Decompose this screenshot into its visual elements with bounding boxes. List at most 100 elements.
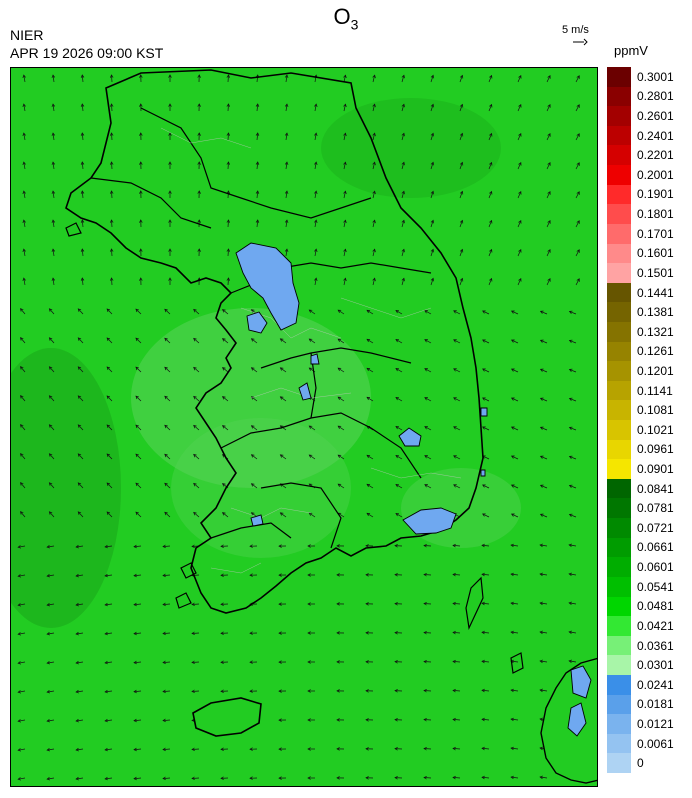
wind-vector-arrowhead xyxy=(518,103,522,108)
wind-vector-arrowhead xyxy=(22,248,26,253)
wind-vector-arrowhead xyxy=(133,776,137,781)
wind-vector-arrowhead xyxy=(307,747,311,751)
wind-vector-arrowhead xyxy=(133,747,137,752)
wind-vector-arrowhead xyxy=(372,248,376,253)
legend-tick-label: 0.2801 xyxy=(637,89,674,104)
wind-vector-arrowhead xyxy=(278,602,282,606)
wind-vector-arrowhead xyxy=(372,219,376,224)
wind-vector-arrowhead xyxy=(168,248,172,252)
wind-vector-arrow xyxy=(162,661,171,663)
wind-vector-arrow xyxy=(309,425,316,431)
legend-color-swatch xyxy=(607,243,631,264)
wind-vector-arrow xyxy=(430,104,434,112)
wind-vector-arrowhead xyxy=(307,660,311,664)
map-title: O3 xyxy=(333,4,359,33)
wind-vector-arrow xyxy=(314,75,317,83)
wind-vector-arrowhead xyxy=(453,339,457,343)
wind-vector-arrowhead xyxy=(197,103,201,107)
wind-vector-arrow xyxy=(135,453,142,460)
wind-vector-arrowhead xyxy=(489,103,493,108)
wind-vector-arrowhead xyxy=(518,190,522,195)
wind-vector-arrow xyxy=(280,396,287,402)
wind-vector-arrowhead xyxy=(539,455,544,459)
wind-vector-arrow xyxy=(52,191,55,199)
wind-vector-arrow xyxy=(77,482,84,489)
wind-vector-arrowhead xyxy=(193,337,197,342)
wind-vector-arrow xyxy=(314,191,317,199)
wind-vector-arrowhead xyxy=(366,367,371,372)
wind-vector-arrow xyxy=(76,632,84,635)
wind-vector-arrowhead xyxy=(489,161,493,166)
wind-vector-arrow xyxy=(575,133,580,141)
wind-vector-arrow xyxy=(193,367,200,373)
legend-color-swatch xyxy=(607,478,631,499)
wind-vector-arrow xyxy=(488,104,492,112)
wind-vector-arrow xyxy=(337,425,345,431)
wind-vector-arrowhead xyxy=(343,103,347,108)
wind-vector-arrowhead xyxy=(308,338,313,342)
wind-vector-arrow xyxy=(23,191,26,199)
wind-vector-arrow xyxy=(314,249,317,257)
wind-vector-arrowhead xyxy=(547,162,551,166)
wind-vector-arrowhead xyxy=(249,544,253,548)
wind-vector-arrow xyxy=(162,719,171,721)
wind-vector-arrow xyxy=(52,162,55,170)
wind-vector-arrowhead xyxy=(510,601,514,606)
wind-vector-arrowhead xyxy=(372,74,376,79)
wind-vector-arrowhead xyxy=(77,308,82,312)
wind-vector-arrowhead xyxy=(249,776,253,780)
wind-vector-arrow xyxy=(77,395,84,402)
wind-vector-arrowhead xyxy=(104,573,108,578)
wind-vector-arrowhead xyxy=(278,660,282,664)
wind-vector-arrowhead xyxy=(284,103,289,107)
wind-vector-arrow xyxy=(164,396,171,402)
wind-vector-arrow xyxy=(20,453,26,460)
wind-vector-arrowhead xyxy=(48,395,53,399)
wind-vector-arrow xyxy=(366,367,374,373)
wind-vector-arrow xyxy=(482,631,490,634)
wind-vector-arrowhead xyxy=(193,308,197,313)
wind-vector-arrowhead xyxy=(481,543,485,548)
legend-color-swatch xyxy=(607,361,631,382)
wind-vector-arrow xyxy=(81,191,84,199)
wind-vector-arrow xyxy=(49,482,55,489)
wind-vector-arrow xyxy=(251,483,258,489)
wind-vector-arrowhead xyxy=(423,630,427,635)
wind-vector-arrow xyxy=(453,339,461,344)
wind-vector-arrow xyxy=(105,661,113,664)
wind-vector-arrow xyxy=(401,191,405,199)
legend-tick-label: 0.0601 xyxy=(637,560,674,575)
wind-vector-arrow xyxy=(49,366,55,373)
wind-vector-arrowhead xyxy=(365,602,369,606)
wind-vector-arrow xyxy=(575,278,580,286)
legend-color-swatch xyxy=(607,753,631,774)
wind-vector-arrowhead xyxy=(162,776,166,781)
wind-vector-arrow xyxy=(47,690,55,693)
wind-vector-arrowhead xyxy=(510,397,515,401)
wind-vector-arrow xyxy=(430,75,434,83)
legend-tick-label: 0.1701 xyxy=(637,226,674,241)
wind-vector-arrowhead xyxy=(365,689,369,693)
wind-vector-arrow xyxy=(285,75,288,83)
wind-vector-arrow xyxy=(482,573,490,576)
wind-vector-arrow xyxy=(482,455,490,460)
wind-vector-arrowhead xyxy=(106,424,111,428)
wind-vector-arrow xyxy=(76,777,84,780)
wind-vector-arrowhead xyxy=(365,544,369,548)
wind-vector-arrow xyxy=(430,249,434,257)
wind-vector-arrow xyxy=(511,747,519,750)
legend-color-swatch xyxy=(607,204,631,225)
wind-vector-arrowhead xyxy=(365,747,369,751)
wind-vector-arrowhead xyxy=(481,746,485,751)
wind-vector-arrowhead xyxy=(46,718,51,723)
wind-vector-arrow xyxy=(569,340,577,344)
wind-vector-arrowhead xyxy=(135,395,139,400)
wind-vector-arrowhead xyxy=(80,277,85,281)
wind-vector-arrow xyxy=(395,484,403,489)
legend-color-swatch xyxy=(607,380,631,401)
wind-vector-arrowhead xyxy=(394,544,398,548)
seoul-metro-low-ozone xyxy=(235,242,300,331)
wind-vector-arrow xyxy=(430,133,434,141)
wind-vector-arrowhead xyxy=(226,161,231,165)
wind-vector-arrowhead xyxy=(22,277,26,282)
